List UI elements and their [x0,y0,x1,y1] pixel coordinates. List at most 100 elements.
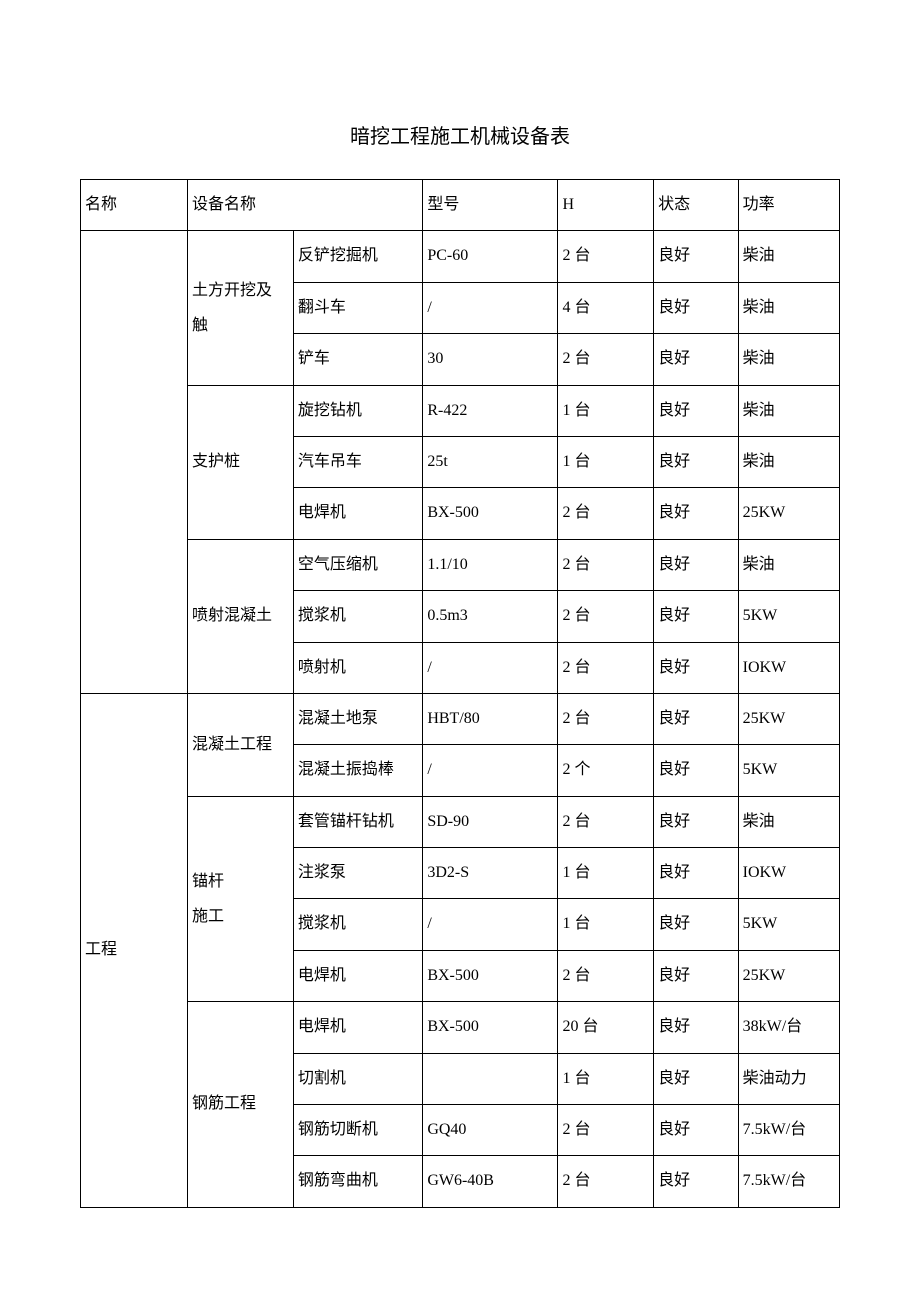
header-equip-name: 设备名称 [187,180,422,231]
power-cell: 柴油 [738,436,839,487]
equip-cell: 搅浆机 [293,591,423,642]
model-cell: / [423,282,558,333]
status-cell: 良好 [654,282,738,333]
status-cell: 良好 [654,334,738,385]
power-cell: 柴油 [738,796,839,847]
status-cell: 良好 [654,488,738,539]
equip-cell: 钢筋弯曲机 [293,1156,423,1207]
qty-cell: 1 台 [558,899,654,950]
power-cell: 25KW [738,693,839,744]
model-cell: GW6-40B [423,1156,558,1207]
model-cell: / [423,899,558,950]
power-cell: IOKW [738,642,839,693]
qty-cell: 1 台 [558,848,654,899]
model-cell: 25t [423,436,558,487]
qty-cell: 2 台 [558,539,654,590]
status-cell: 良好 [654,796,738,847]
model-cell: / [423,642,558,693]
model-cell: BX-500 [423,1002,558,1053]
power-cell: 5KW [738,899,839,950]
category-rebar: 钢筋工程 [187,1002,293,1208]
qty-cell: 2 台 [558,591,654,642]
power-cell: 柴油 [738,231,839,282]
equip-cell: 钢筋切断机 [293,1105,423,1156]
status-cell: 良好 [654,950,738,1001]
equip-cell: 电焊机 [293,488,423,539]
equip-cell: 翻斗车 [293,282,423,333]
table-header-row: 名称 设备名称 型号 H 状态 功率 [81,180,840,231]
status-cell: 良好 [654,899,738,950]
equip-cell: 混凝土振捣棒 [293,745,423,796]
model-cell: 0.5m3 [423,591,558,642]
power-cell: 5KW [738,591,839,642]
qty-cell: 2 个 [558,745,654,796]
table-row: 支护桩 旋挖钻机 R-422 1 台 良好 柴油 [81,385,840,436]
model-cell: 3D2-S [423,848,558,899]
header-status: 状态 [654,180,738,231]
name-cell-1 [81,231,188,694]
header-model: 型号 [423,180,558,231]
model-cell: BX-500 [423,488,558,539]
power-cell: 25KW [738,488,839,539]
status-cell: 良好 [654,1105,738,1156]
qty-cell: 2 台 [558,231,654,282]
qty-cell: 2 台 [558,950,654,1001]
power-cell: 7.5kW/台 [738,1105,839,1156]
qty-cell: 4 台 [558,282,654,333]
status-cell: 良好 [654,436,738,487]
page-title: 暗挖工程施工机械设备表 [80,120,840,149]
equip-cell: 注浆泵 [293,848,423,899]
status-cell: 良好 [654,1156,738,1207]
equip-cell: 喷射机 [293,642,423,693]
table-row: 锚杆施工 套管锚杆钻机 SD-90 2 台 良好 柴油 [81,796,840,847]
header-name: 名称 [81,180,188,231]
qty-cell: 1 台 [558,1053,654,1104]
power-cell: 柴油 [738,539,839,590]
qty-cell: 2 台 [558,642,654,693]
model-cell: / [423,745,558,796]
category-anchor: 锚杆施工 [187,796,293,1002]
power-cell: 25KW [738,950,839,1001]
power-cell: 柴油 [738,385,839,436]
power-cell: 7.5kW/台 [738,1156,839,1207]
equip-cell: 汽车吊车 [293,436,423,487]
model-cell [423,1053,558,1104]
equip-cell: 混凝土地泵 [293,693,423,744]
category-concrete: 混凝土工程 [187,693,293,796]
qty-cell: 2 台 [558,488,654,539]
model-cell: GQ40 [423,1105,558,1156]
qty-cell: 2 台 [558,1156,654,1207]
model-cell: R-422 [423,385,558,436]
status-cell: 良好 [654,693,738,744]
status-cell: 良好 [654,231,738,282]
equip-cell: 反铲挖掘机 [293,231,423,282]
table-row: 钢筋工程 电焊机 BX-500 20 台 良好 38kW/台 [81,1002,840,1053]
equip-cell: 切割机 [293,1053,423,1104]
model-cell: 30 [423,334,558,385]
qty-cell: 20 台 [558,1002,654,1053]
table-row: 土方开挖及触 反铲挖掘机 PC-60 2 台 良好 柴油 [81,231,840,282]
category-earthwork: 土方开挖及触 [187,231,293,385]
model-cell: PC-60 [423,231,558,282]
power-cell: 38kW/台 [738,1002,839,1053]
status-cell: 良好 [654,539,738,590]
equip-cell: 铲车 [293,334,423,385]
header-power: 功率 [738,180,839,231]
status-cell: 良好 [654,745,738,796]
table-row: 喷射混凝土 空气压缩机 1.1/10 2 台 良好 柴油 [81,539,840,590]
status-cell: 良好 [654,1053,738,1104]
header-h: H [558,180,654,231]
qty-cell: 2 台 [558,796,654,847]
status-cell: 良好 [654,591,738,642]
name-cell-2: 工程 [81,693,188,1207]
model-cell: 1.1/10 [423,539,558,590]
equipment-table: 名称 设备名称 型号 H 状态 功率 土方开挖及触 反铲挖掘机 PC-60 2 … [80,179,840,1208]
equip-cell: 电焊机 [293,950,423,1001]
equip-cell: 电焊机 [293,1002,423,1053]
qty-cell: 2 台 [558,334,654,385]
equip-cell: 搅浆机 [293,899,423,950]
category-piling: 支护桩 [187,385,293,539]
status-cell: 良好 [654,642,738,693]
power-cell: 5KW [738,745,839,796]
power-cell: 柴油 [738,282,839,333]
